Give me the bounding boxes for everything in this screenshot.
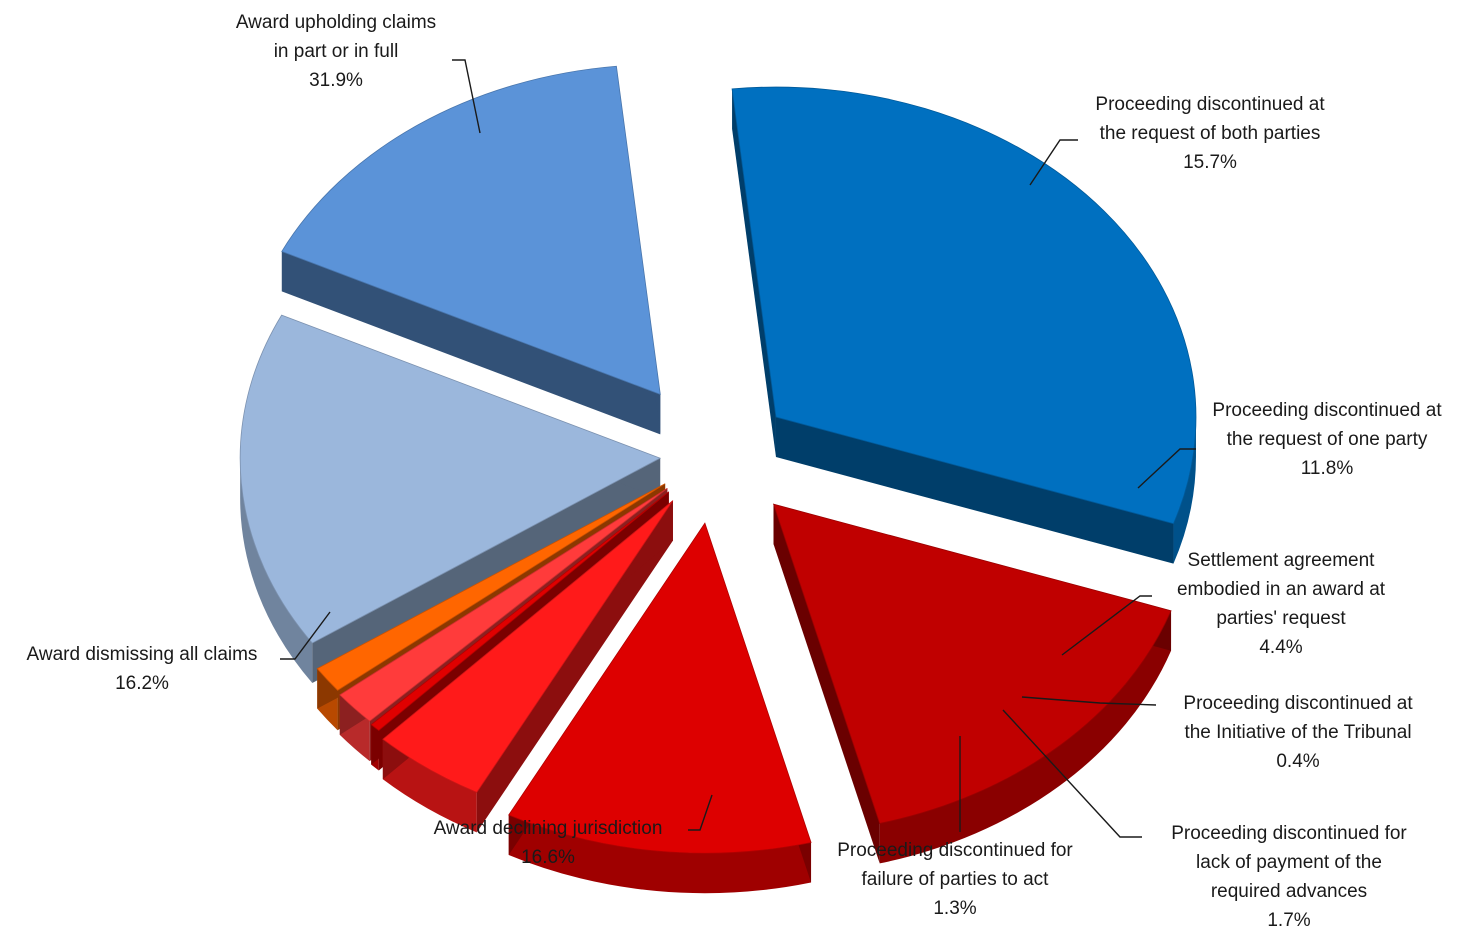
slice-label-4: Proceeding discontinued at the Initiative… [1183, 693, 1413, 772]
slice-percent-8: 16.2% [115, 673, 169, 694]
slice-label-2: Proceeding discontinued at the request of… [1212, 400, 1442, 479]
pie-slice-6 [316, 483, 666, 691]
slice-label-line-1-0: Proceeding discontinued at [1095, 94, 1325, 115]
slice-percent-4: 0.4% [1276, 751, 1319, 772]
slice-side-3 [382, 739, 477, 833]
slice-percent-1: 15.7% [1183, 152, 1237, 173]
pie-slice-1 [772, 503, 1172, 824]
slice-percent-7: 16.6% [521, 847, 575, 868]
slice-label-line-5-0: Proceeding discontinued for [1171, 823, 1407, 844]
pie-slice-3 [382, 500, 674, 793]
slice-side-0 [1173, 417, 1196, 564]
leader-line-1 [1029, 139, 1078, 186]
slice-labels: Award upholding claims in part or in full… [27, 12, 1443, 931]
slice-label-line-8-0: Award dismissing all claims [27, 644, 258, 665]
slice-label-6: Proceeding discontinued for failure of pa… [837, 840, 1073, 919]
slice-percent-6: 1.3% [933, 898, 976, 919]
slice-label-line-0-1: in part or in full [274, 41, 399, 62]
leader-line-4 [1021, 696, 1157, 706]
slice-label-line-1-1: the request of both parties [1100, 123, 1321, 144]
leader-lines [280, 59, 1196, 838]
slice-label-line-3-2: parties' request [1216, 608, 1346, 629]
slice-percent-2: 11.8% [1301, 458, 1354, 479]
slice-percent-5: 1.7% [1267, 910, 1310, 930]
slice-label-line-0-0: Award upholding claims [236, 12, 436, 33]
slice-label-0: Award upholding claims in part or in full… [236, 12, 436, 91]
slice-label-line-4-0: Proceeding discontinued at [1183, 693, 1413, 714]
slice-label-line-7-0: Award declining jurisdiction [434, 818, 663, 839]
leader-line-2 [1137, 448, 1196, 489]
slice-label-1: Proceeding discontinued at the request of… [1095, 94, 1325, 173]
slice-label-line-2-0: Proceeding discontinued at [1212, 400, 1442, 421]
pie-slice-2 [508, 522, 812, 854]
slice-label-3: Settlement agreement embodied in an award… [1177, 550, 1386, 658]
slice-label-line-4-1: the Initiative of the Tribunal [1184, 722, 1411, 743]
leader-line-5 [1002, 709, 1142, 838]
pie-slice-7 [239, 314, 662, 644]
slice-edge-6-1 [317, 483, 666, 709]
pie-slice-0 [731, 86, 1197, 525]
slice-label-7: Award declining jurisdiction 16.6% [434, 818, 663, 868]
slice-edge-8-0 [281, 251, 661, 435]
leader-line-3 [1061, 595, 1152, 656]
slice-side-2 [508, 814, 812, 894]
slice-side-1 [879, 610, 1172, 864]
slice-edge-0-0 [732, 88, 776, 458]
slice-tops [239, 65, 1197, 854]
slice-label-line-5-2: required advances [1211, 881, 1367, 902]
slice-edge-3-0 [476, 500, 673, 833]
slice-label-8: Award dismissing all claims 16.2% [27, 644, 258, 694]
slice-label-5: Proceeding discontinued for lack of payme… [1171, 823, 1407, 930]
slice-label-line-5-1: lack of payment of the [1196, 852, 1382, 873]
leader-line-0 [452, 59, 481, 134]
leader-line-8 [280, 611, 331, 660]
slice-label-line-2-1: the request of one party [1227, 429, 1428, 450]
slice-label-line-6-0: Proceeding discontinued for [837, 840, 1073, 861]
slice-edge-1-1 [773, 504, 880, 864]
slice-percent-3: 4.4% [1259, 637, 1302, 658]
slice-label-line-3-1: embodied in an award at [1177, 579, 1386, 600]
leader-line-7 [688, 794, 713, 831]
slice-label-line-3-0: Settlement agreement [1188, 550, 1376, 571]
pie-slice-5 [339, 487, 668, 722]
slice-side-7 [240, 458, 313, 684]
slice-percent-0: 31.9% [309, 70, 363, 91]
pie-slice-8 [281, 65, 661, 396]
pie-slice-4 [370, 491, 670, 731]
slice-label-line-6-1: failure of parties to act [862, 869, 1050, 890]
slice-edge-0-1 [775, 417, 1174, 564]
